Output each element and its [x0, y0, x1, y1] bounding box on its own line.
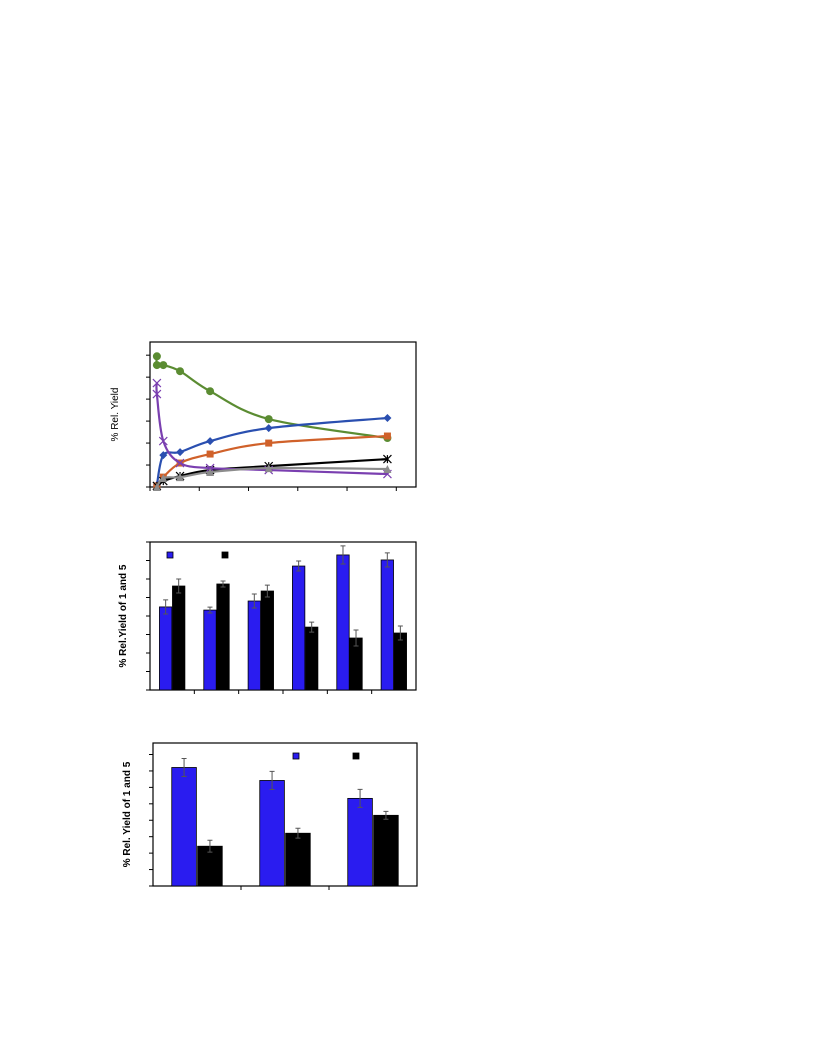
bar [260, 590, 274, 691]
data-point [383, 432, 391, 440]
data-point [206, 450, 214, 458]
error-bar [163, 599, 169, 615]
bar [285, 832, 311, 887]
data-point [264, 415, 273, 424]
bar [203, 609, 217, 691]
data-point [152, 389, 162, 399]
error-bar [207, 839, 213, 853]
data-point [159, 473, 168, 482]
bar [247, 600, 261, 691]
data-point [206, 468, 215, 477]
bar [393, 632, 407, 691]
error-bar [207, 606, 213, 614]
bar [159, 606, 173, 691]
data-point [383, 464, 392, 473]
data-point [206, 387, 215, 396]
error-bar [220, 580, 226, 588]
error-bar [340, 545, 346, 565]
data-point [152, 361, 161, 370]
y-axis-label: % Rel.Yield of 1 and 5 [118, 564, 129, 667]
fit-line [155, 356, 388, 440]
y-axis-label: % Rel. Yield [110, 388, 121, 442]
bar [259, 780, 285, 887]
bar [347, 797, 373, 887]
legend-swatch [352, 752, 360, 760]
bar [171, 767, 197, 887]
data-point [158, 436, 168, 446]
data-point [206, 437, 215, 446]
error-bar [353, 629, 359, 647]
bar [292, 565, 306, 691]
data-point [152, 378, 162, 388]
bar [373, 814, 399, 887]
error-bar [295, 827, 301, 839]
data-point [264, 424, 273, 433]
error-bar [357, 788, 363, 808]
plot-frame [152, 742, 418, 887]
bar [197, 845, 223, 887]
bar [172, 585, 186, 691]
error-bar [383, 810, 389, 820]
legend-swatch [166, 551, 174, 559]
data-point [176, 367, 185, 376]
data-point [152, 352, 161, 361]
error-bar [397, 625, 403, 641]
data-point [264, 464, 273, 473]
error-bar [176, 578, 182, 594]
data-point [152, 483, 161, 491]
legend-swatch [292, 752, 300, 760]
y-axis-label: % Rel. Yield of 1 and 5 [122, 761, 133, 867]
data-point [265, 439, 273, 447]
bar [305, 626, 319, 691]
bar [336, 554, 350, 691]
data-point [176, 473, 185, 482]
data-point [175, 458, 185, 468]
error-bar [264, 584, 270, 598]
error-bar [309, 621, 315, 633]
bar [380, 559, 394, 691]
data-point [159, 451, 168, 460]
error-bar [251, 593, 257, 609]
legend-swatch [221, 551, 229, 559]
data-point [159, 361, 168, 370]
error-bar [384, 552, 390, 568]
plot-frame [149, 341, 417, 488]
error-bar [269, 770, 275, 791]
data-point [176, 448, 185, 457]
data-point [383, 414, 392, 423]
bar [216, 583, 230, 691]
error-bar [181, 757, 187, 778]
data-point [383, 454, 392, 464]
plot-frame [149, 541, 417, 691]
error-bar [296, 560, 302, 572]
